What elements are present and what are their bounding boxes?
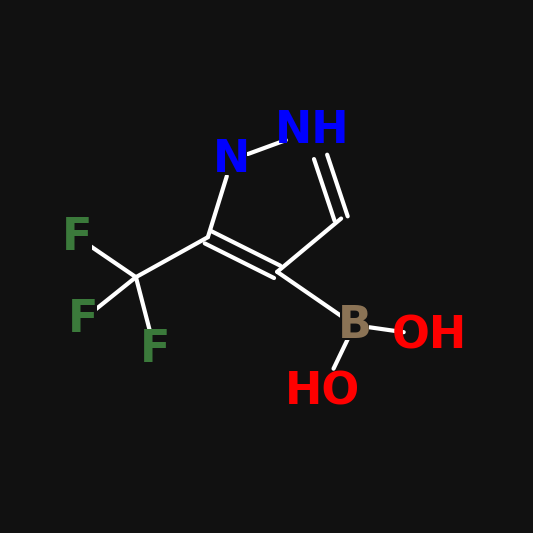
FancyBboxPatch shape [289,116,335,145]
Text: NH: NH [274,109,349,152]
FancyBboxPatch shape [300,377,345,406]
Text: OH: OH [391,314,467,357]
Text: HO: HO [285,370,360,413]
Text: B: B [337,304,372,346]
FancyBboxPatch shape [68,305,98,335]
Text: F: F [68,298,98,341]
Text: F: F [62,216,92,259]
FancyBboxPatch shape [217,145,246,175]
FancyBboxPatch shape [63,223,92,252]
FancyBboxPatch shape [407,321,452,351]
Text: N: N [213,139,251,181]
FancyBboxPatch shape [140,335,169,364]
Text: F: F [140,328,169,370]
FancyBboxPatch shape [340,310,369,340]
